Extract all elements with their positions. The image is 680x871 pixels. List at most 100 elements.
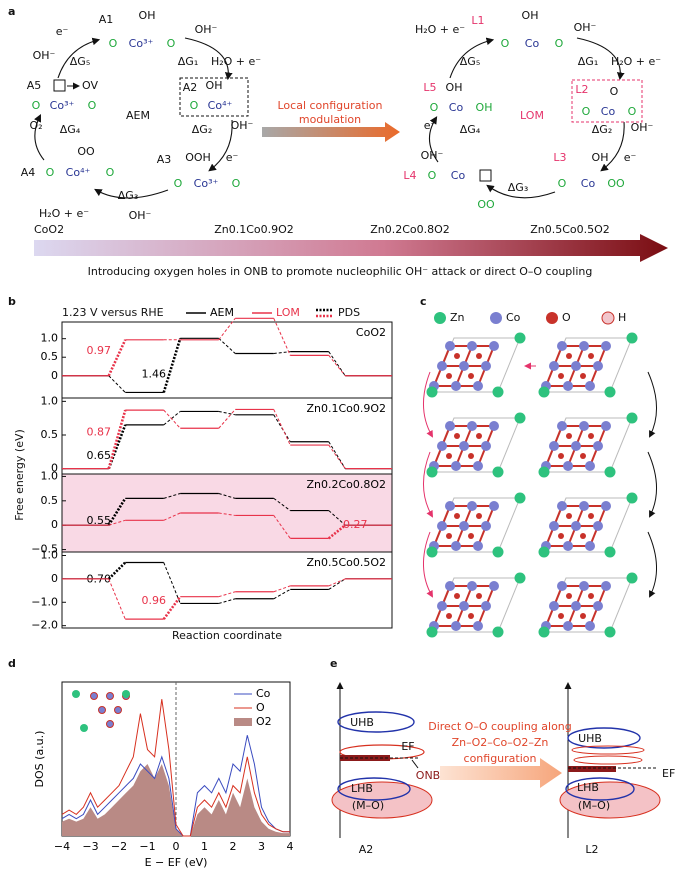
atom bbox=[492, 626, 504, 638]
atom bbox=[558, 613, 564, 619]
atom bbox=[588, 513, 594, 519]
atom bbox=[454, 433, 460, 439]
y-tick-label: 0.5 bbox=[41, 350, 59, 363]
subplot-title: Zn0.1Co0.9O2 bbox=[306, 402, 386, 415]
atom bbox=[571, 361, 581, 371]
atom bbox=[514, 332, 526, 344]
aem-label: AEM bbox=[126, 109, 150, 122]
x-tick-label: 0 bbox=[173, 840, 180, 853]
lom-label: L4 bbox=[403, 169, 416, 182]
arrow-label: modulation bbox=[299, 113, 361, 126]
atom bbox=[473, 461, 483, 471]
caption: Introducing oxygen holes in ONB to promo… bbox=[88, 265, 593, 278]
atom bbox=[489, 581, 499, 591]
band-label: UHB bbox=[578, 732, 602, 745]
x-tick-label: −1 bbox=[139, 840, 155, 853]
atom bbox=[604, 466, 616, 478]
aem-label: A1 bbox=[99, 13, 114, 26]
atom bbox=[454, 353, 460, 359]
atom bbox=[437, 361, 447, 371]
atom bbox=[571, 521, 581, 531]
x-tick-label: −4 bbox=[54, 840, 70, 853]
connector bbox=[273, 497, 291, 511]
lom-label: OH⁻ bbox=[631, 121, 654, 134]
atom bbox=[580, 453, 586, 459]
atom bbox=[446, 373, 452, 379]
arrow bbox=[422, 371, 433, 438]
lom-label: O bbox=[582, 105, 591, 118]
lom-label: H₂O + e⁻ bbox=[415, 23, 465, 36]
arrow bbox=[647, 451, 658, 518]
atom bbox=[626, 332, 638, 344]
aem-label: A3 bbox=[157, 153, 172, 166]
lom-label: ΔG₂ bbox=[592, 123, 612, 136]
atom bbox=[601, 501, 611, 511]
pds-step bbox=[162, 337, 182, 393]
x-tick-label: −3 bbox=[82, 840, 98, 853]
atom bbox=[476, 513, 482, 519]
inset-atom bbox=[114, 706, 122, 714]
y-axis-label: DOS (a.u.) bbox=[33, 731, 46, 788]
aem-label: H₂O + e⁻ bbox=[39, 207, 89, 220]
atom bbox=[557, 421, 567, 431]
y-tick-label: −1.0 bbox=[31, 595, 58, 608]
y-axis-label: Free energy (eV) bbox=[13, 429, 26, 521]
atom bbox=[459, 441, 469, 451]
x-tick-label: 1 bbox=[201, 840, 208, 853]
atom bbox=[451, 381, 461, 391]
atom bbox=[588, 433, 594, 439]
lom-label: ΔG₁ bbox=[578, 55, 598, 68]
aem-label: O bbox=[106, 166, 115, 179]
connector bbox=[108, 578, 126, 620]
atom bbox=[437, 601, 447, 611]
lom-label: O bbox=[430, 101, 439, 114]
atom bbox=[481, 441, 491, 451]
atom bbox=[626, 572, 638, 584]
atom bbox=[563, 541, 573, 551]
legend-label: O2 bbox=[256, 715, 272, 728]
atom bbox=[538, 466, 550, 478]
atom bbox=[579, 501, 589, 511]
atom bbox=[557, 341, 567, 351]
lom-label: O bbox=[558, 177, 567, 190]
lom-label: Co bbox=[451, 169, 466, 182]
state-label: A2 bbox=[359, 843, 374, 856]
atom bbox=[557, 501, 567, 511]
band-label: LHB bbox=[577, 781, 599, 794]
atom bbox=[571, 601, 581, 611]
lom-label: OO bbox=[477, 198, 495, 211]
atom bbox=[588, 593, 594, 599]
atom bbox=[604, 546, 616, 558]
atom bbox=[626, 492, 638, 504]
atom bbox=[514, 492, 526, 504]
aem-label: ΔG₄ bbox=[60, 123, 81, 136]
atom bbox=[451, 541, 461, 551]
legend-atom bbox=[434, 312, 446, 324]
connector bbox=[163, 512, 181, 521]
atom bbox=[437, 521, 447, 531]
atom bbox=[451, 621, 461, 631]
connector bbox=[273, 588, 291, 600]
band-label: (M–O) bbox=[352, 799, 384, 812]
inset-atom bbox=[90, 692, 98, 700]
aem-label: OH bbox=[139, 9, 156, 22]
connector bbox=[218, 598, 236, 604]
y-tick-label: 1.0 bbox=[41, 549, 59, 562]
connector bbox=[273, 318, 291, 356]
aem-label: O bbox=[174, 177, 183, 190]
atom bbox=[454, 513, 460, 519]
atom bbox=[549, 601, 559, 611]
atom bbox=[604, 626, 616, 638]
connector bbox=[163, 493, 181, 499]
atom bbox=[459, 361, 469, 371]
dos-line bbox=[61, 699, 290, 837]
aem-label: O bbox=[232, 177, 241, 190]
aem-label: OH⁻ bbox=[129, 209, 152, 222]
y-tick-label: 0 bbox=[51, 572, 58, 585]
atom bbox=[585, 541, 595, 551]
connector bbox=[163, 562, 181, 604]
atom bbox=[445, 581, 455, 591]
atom bbox=[588, 353, 594, 359]
atom bbox=[489, 501, 499, 511]
